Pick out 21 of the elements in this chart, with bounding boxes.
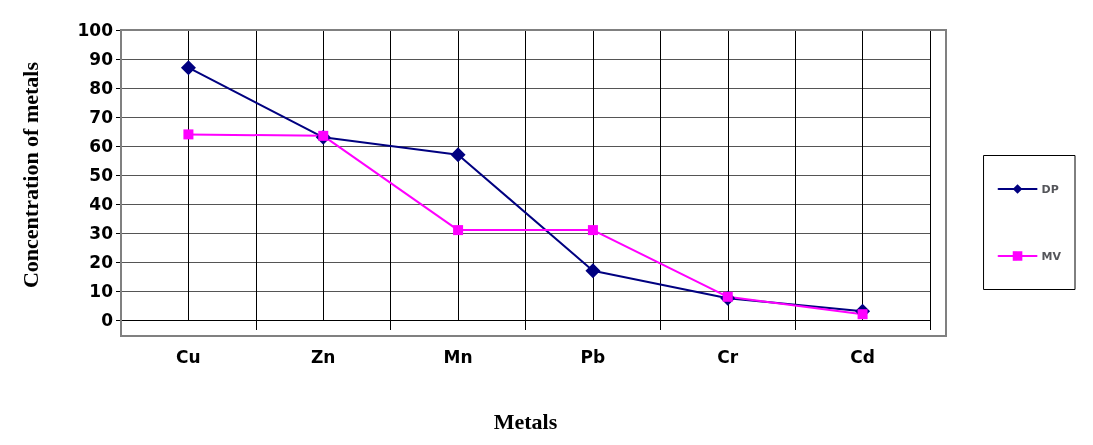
y-tick-label: 60 [89, 136, 114, 156]
x-tick-label: Cr [717, 346, 739, 367]
x-tick-label: Pb [580, 346, 606, 367]
x-tick-label: Mn [443, 346, 473, 367]
x-tick-label: Cd [850, 346, 875, 367]
y-tick-label: 70 [89, 107, 114, 127]
y-tick-label: 80 [89, 78, 114, 98]
y-tick-label: 20 [89, 252, 114, 272]
y-axis-title: Concentration of metals [17, 61, 43, 289]
legend-label: MV [1041, 249, 1062, 263]
y-tick-label: 10 [89, 281, 114, 301]
x-axis-title: Metals [493, 408, 558, 434]
y-tick-label: 90 [89, 49, 114, 69]
legend-label: DP [1041, 182, 1059, 196]
y-tick-label: 30 [89, 223, 114, 243]
y-tick-label: 100 [77, 20, 114, 40]
y-tick-label: 0 [101, 310, 114, 330]
x-tick-label: Zn [311, 346, 336, 367]
y-tick-label: 40 [89, 194, 114, 214]
x-tick-label: Cu [176, 346, 201, 367]
y-tick-label: 50 [89, 165, 114, 185]
